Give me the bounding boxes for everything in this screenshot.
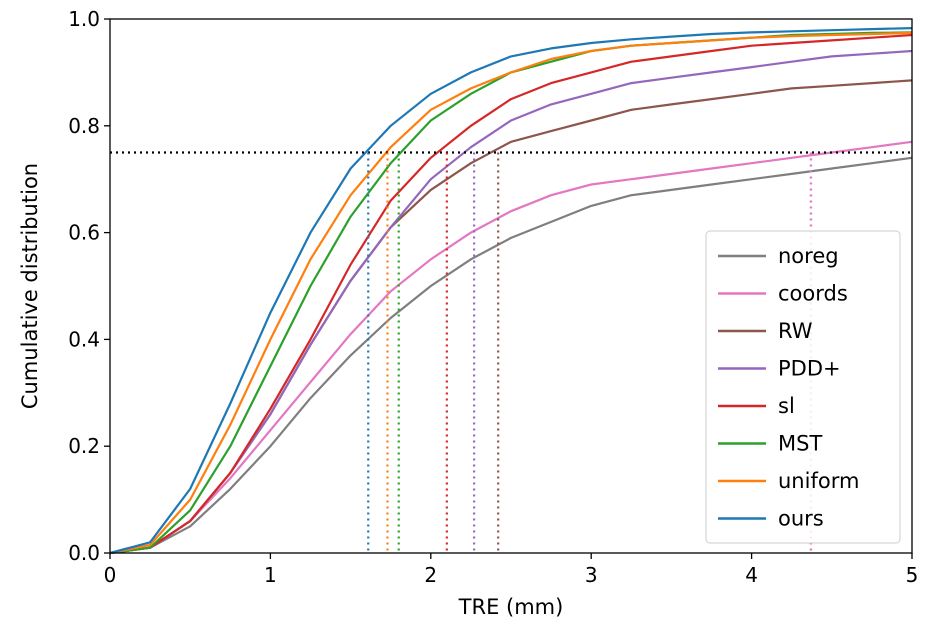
plot-frame [109, 18, 913, 554]
series-line-noreg [109, 156, 913, 555]
y-axis-ticks: 0.0 0.2 0.4 0.6 0.8 1.0 [68, 7, 110, 565]
y-tick-label: 1.0 [68, 7, 100, 31]
legend-label-noreg: noreg [778, 244, 839, 268]
x-tick-label: 2 [424, 563, 437, 587]
y-tick-label: 0.8 [68, 114, 100, 138]
x-axis-ticks: 0 1 2 3 4 5 [104, 553, 919, 587]
legend-label-coords: coords [778, 282, 848, 306]
legend: noreg coords RW PDD+ sl MST uniform ours [705, 230, 901, 544]
legend-label-uniform: uniform [778, 469, 859, 493]
series-line-coords [109, 140, 913, 555]
x-tick-label: 3 [585, 563, 598, 587]
reference-lines [110, 151, 912, 553]
y-tick-label: 0.2 [68, 434, 100, 458]
legend-label-sl: sl [778, 394, 795, 418]
x-tick-label: 0 [104, 563, 117, 587]
legend-frame [705, 230, 901, 544]
y-tick-label: 0.0 [68, 541, 100, 565]
x-axis-label: TRE (mm) [458, 595, 564, 619]
x-tick-label: 1 [264, 563, 277, 587]
y-tick-label: 0.6 [68, 221, 100, 245]
x-tick-label: 4 [745, 563, 758, 587]
y-axis-label: Cumulative distribution [18, 163, 42, 409]
series-line-sl [109, 33, 913, 555]
x-tick-label: 5 [906, 563, 919, 587]
series-line-uniform [109, 31, 913, 555]
legend-label-ours: ours [778, 507, 824, 531]
series-line-ours [109, 27, 913, 555]
legend-label-mst: MST [778, 432, 822, 456]
legend-label-rw: RW [778, 319, 813, 343]
plot-lines [109, 27, 913, 555]
legend-label-pdd-: PDD+ [778, 357, 841, 381]
y-tick-label: 0.4 [68, 327, 100, 351]
